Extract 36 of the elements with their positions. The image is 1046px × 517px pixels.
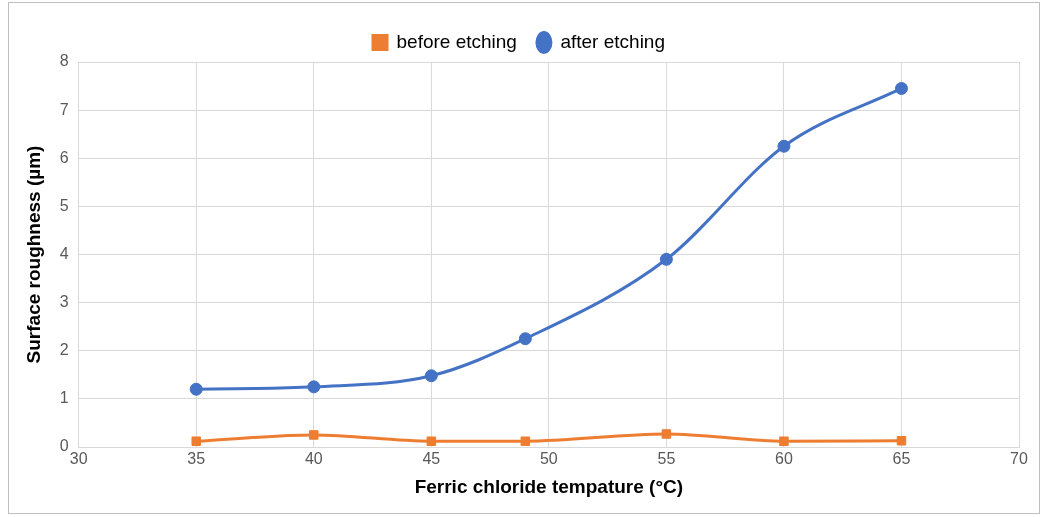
point bbox=[424, 369, 438, 383]
point bbox=[661, 429, 672, 439]
y-axis-title: Surface roughness (µm) bbox=[22, 145, 44, 364]
point bbox=[307, 380, 321, 394]
y-tick-label: 4 bbox=[59, 244, 69, 262]
x-tick-label: 60 bbox=[775, 450, 793, 468]
x-axis-title: Ferric chloride tempature (°C) bbox=[414, 475, 684, 497]
point bbox=[520, 436, 531, 446]
x-tick-label: 45 bbox=[422, 450, 441, 468]
y-tick-label: 7 bbox=[59, 100, 69, 118]
legend-label: before etching bbox=[396, 30, 517, 52]
x-tick-label: 70 bbox=[1010, 450, 1028, 468]
x-tick-label: 30 bbox=[69, 450, 88, 468]
point bbox=[426, 436, 437, 446]
point bbox=[191, 436, 201, 446]
x-tick-label: 55 bbox=[657, 450, 676, 468]
x-tick-label: 40 bbox=[304, 450, 323, 468]
point bbox=[896, 436, 907, 446]
y-tick-label: 5 bbox=[59, 196, 69, 214]
point bbox=[779, 436, 789, 446]
point bbox=[309, 430, 319, 440]
point bbox=[777, 139, 791, 153]
x-tick-label: 35 bbox=[187, 450, 206, 468]
x-tick-label: 50 bbox=[539, 450, 558, 468]
y-tick-label: 6 bbox=[59, 148, 69, 166]
point bbox=[518, 332, 532, 346]
y-tick-label: 8 bbox=[59, 52, 69, 70]
point bbox=[894, 81, 908, 95]
y-tick-label: 0 bbox=[59, 437, 69, 455]
legend-label: after etching bbox=[560, 30, 666, 52]
point bbox=[659, 252, 673, 266]
x-tick-label: 65 bbox=[892, 450, 911, 468]
y-tick-label: 3 bbox=[59, 293, 69, 311]
point bbox=[189, 382, 203, 396]
y-tick-label: 2 bbox=[59, 341, 69, 359]
y-tick-label: 1 bbox=[59, 389, 69, 407]
